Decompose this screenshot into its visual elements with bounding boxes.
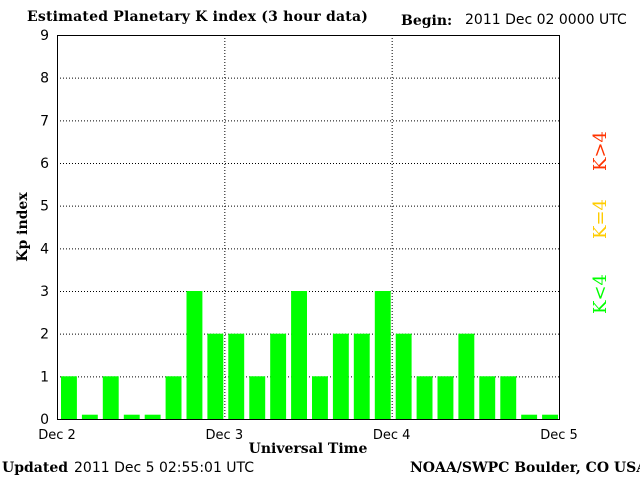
- x-tick-label: Dec 5: [540, 428, 578, 443]
- x-axis-label: Universal Time: [249, 441, 368, 457]
- x-tick-label: Dec 3: [206, 428, 244, 443]
- kp-bar: [500, 376, 517, 419]
- kp-bar: [353, 333, 370, 419]
- kp-bar: [416, 376, 433, 419]
- x-tick-label: Dec 4: [373, 428, 411, 443]
- y-tick-label: 5: [40, 199, 49, 215]
- kp-bar: [81, 414, 98, 419]
- kp-bar: [249, 376, 266, 419]
- kp-bar: [437, 376, 454, 419]
- legend-k-equal-4: K=4: [590, 199, 611, 239]
- y-axis-label: Kp index: [15, 192, 31, 262]
- kp-bar: [102, 376, 119, 419]
- kp-bar: [332, 333, 349, 419]
- updated-label: Updated: [2, 460, 69, 476]
- kp-bar: [395, 333, 412, 419]
- kp-bar: [479, 376, 496, 419]
- y-tick-label: 2: [40, 327, 49, 343]
- chart-title: Estimated Planetary K index (3 hour data…: [27, 9, 369, 25]
- kp-bar: [61, 376, 77, 419]
- kp-bar: [123, 414, 140, 419]
- kp-bar: [144, 414, 161, 419]
- y-tick-label: 8: [40, 71, 49, 87]
- kp-bar: [165, 376, 182, 419]
- legend-k-less-4: K<4: [590, 274, 611, 314]
- y-tick-label: 4: [40, 241, 49, 257]
- kp-bar: [228, 333, 245, 419]
- kp-bar: [291, 291, 307, 419]
- y-tick-label: 0: [40, 412, 49, 428]
- kp-bar: [521, 414, 538, 419]
- begin-label: Begin:: [401, 13, 453, 29]
- x-tick-label: Dec 2: [38, 428, 76, 443]
- plot-frame: [57, 35, 560, 420]
- y-tick-label: 3: [40, 284, 49, 300]
- y-tick-label: 9: [40, 28, 49, 44]
- kp-bar: [186, 291, 203, 419]
- y-tick-label: 1: [40, 369, 49, 385]
- updated-value: 2011 Dec 5 02:55:01 UTC: [74, 460, 255, 476]
- begin-value: 2011 Dec 02 0000 UTC: [465, 12, 627, 28]
- kp-bar: [312, 376, 328, 419]
- kp-bar: [207, 333, 224, 419]
- kp-bar: [542, 414, 558, 419]
- legend-k-greater-4: K>4: [590, 131, 611, 171]
- kp-bar: [458, 333, 475, 419]
- kp-bar: [270, 333, 287, 419]
- credit-text: NOAA/SWPC Boulder, CO USA: [410, 460, 640, 476]
- y-tick-label: 6: [40, 156, 49, 172]
- kp-bar: [374, 291, 391, 419]
- y-tick-label: 7: [40, 113, 49, 129]
